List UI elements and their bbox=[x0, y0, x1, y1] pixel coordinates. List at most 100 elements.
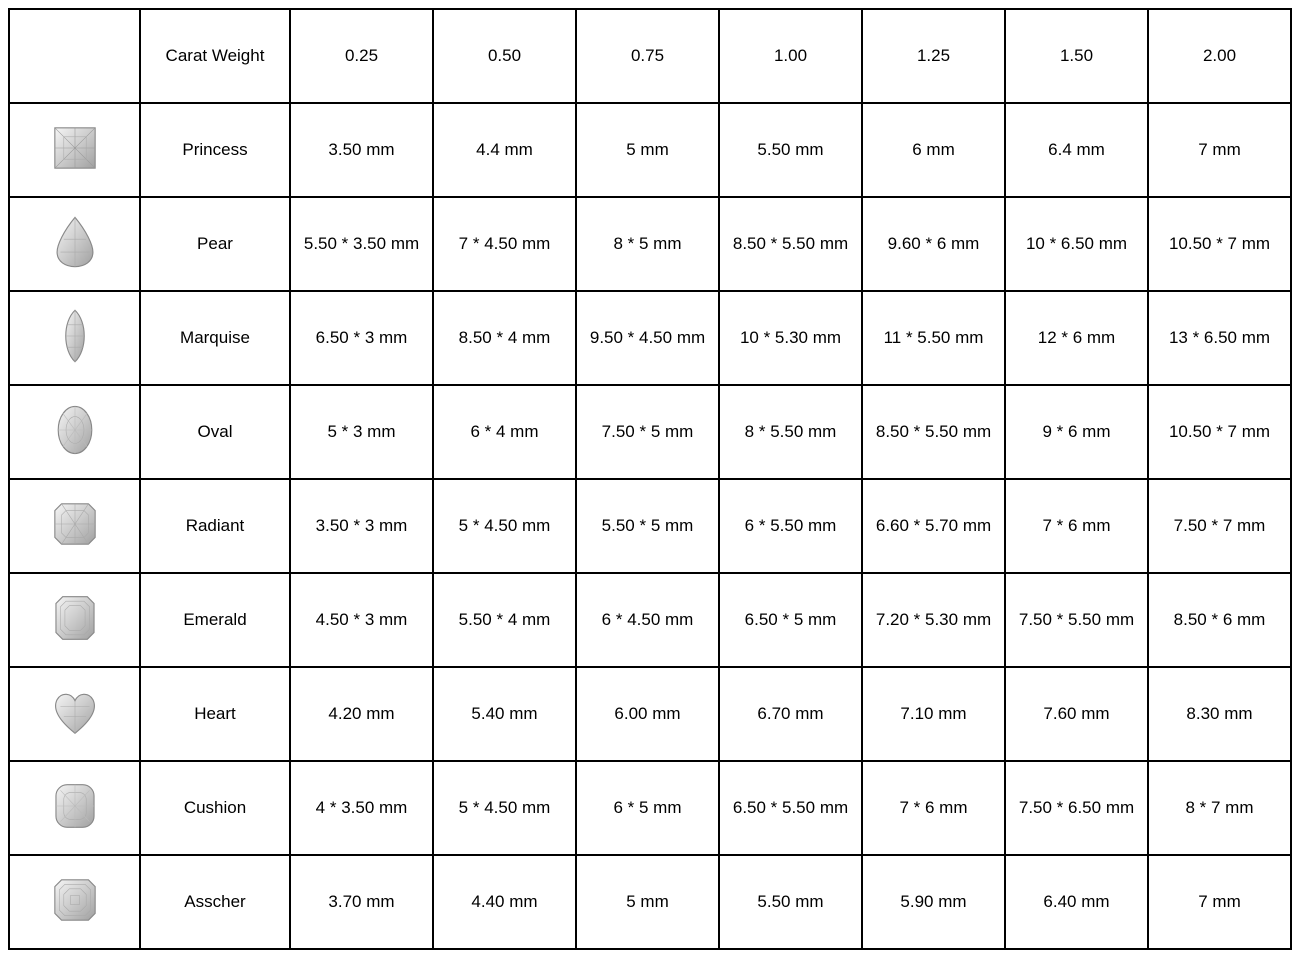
size-cell: 5 mm bbox=[576, 103, 719, 197]
shape-icon-cell bbox=[9, 103, 140, 197]
shape-name: Oval bbox=[140, 385, 290, 479]
shape-icon-cell bbox=[9, 667, 140, 761]
size-cell: 5.50 * 5 mm bbox=[576, 479, 719, 573]
size-cell: 8.50 * 5.50 mm bbox=[719, 197, 862, 291]
oval-icon bbox=[47, 402, 103, 458]
shape-name: Emerald bbox=[140, 573, 290, 667]
header-carat-6: 2.00 bbox=[1148, 9, 1291, 103]
size-cell: 7 * 6 mm bbox=[1005, 479, 1148, 573]
size-cell: 5 * 4.50 mm bbox=[433, 479, 576, 573]
size-cell: 7 mm bbox=[1148, 103, 1291, 197]
marquise-icon bbox=[47, 308, 103, 364]
size-cell: 9.50 * 4.50 mm bbox=[576, 291, 719, 385]
size-cell: 5.50 * 4 mm bbox=[433, 573, 576, 667]
header-carat-2: 0.75 bbox=[576, 9, 719, 103]
size-cell: 6.00 mm bbox=[576, 667, 719, 761]
size-cell: 6.60 * 5.70 mm bbox=[862, 479, 1005, 573]
size-cell: 10 * 5.30 mm bbox=[719, 291, 862, 385]
size-cell: 9.60 * 6 mm bbox=[862, 197, 1005, 291]
heart-icon bbox=[47, 684, 103, 740]
table-body: Princess3.50 mm4.4 mm5 mm5.50 mm6 mm6.4 … bbox=[9, 103, 1291, 949]
table-row: Pear5.50 * 3.50 mm7 * 4.50 mm8 * 5 mm8.5… bbox=[9, 197, 1291, 291]
table-row: Cushion4 * 3.50 mm5 * 4.50 mm6 * 5 mm6.5… bbox=[9, 761, 1291, 855]
header-carat-label: Carat Weight bbox=[140, 9, 290, 103]
size-cell: 7.50 * 5 mm bbox=[576, 385, 719, 479]
size-cell: 3.50 mm bbox=[290, 103, 433, 197]
size-cell: 8 * 7 mm bbox=[1148, 761, 1291, 855]
radiant-icon bbox=[47, 496, 103, 552]
size-cell: 6.4 mm bbox=[1005, 103, 1148, 197]
size-cell: 8 * 5.50 mm bbox=[719, 385, 862, 479]
size-cell: 13 * 6.50 mm bbox=[1148, 291, 1291, 385]
size-cell: 10.50 * 7 mm bbox=[1148, 385, 1291, 479]
shape-icon-cell bbox=[9, 197, 140, 291]
princess-icon bbox=[47, 120, 103, 176]
table-row: Heart4.20 mm5.40 mm6.00 mm6.70 mm7.10 mm… bbox=[9, 667, 1291, 761]
header-carat-4: 1.25 bbox=[862, 9, 1005, 103]
size-cell: 7.50 * 5.50 mm bbox=[1005, 573, 1148, 667]
size-cell: 8.50 * 6 mm bbox=[1148, 573, 1291, 667]
size-cell: 8 * 5 mm bbox=[576, 197, 719, 291]
size-cell: 6.50 * 5.50 mm bbox=[719, 761, 862, 855]
size-cell: 6.70 mm bbox=[719, 667, 862, 761]
shape-icon-cell bbox=[9, 479, 140, 573]
size-cell: 4.4 mm bbox=[433, 103, 576, 197]
size-cell: 4.40 mm bbox=[433, 855, 576, 949]
size-cell: 3.50 * 3 mm bbox=[290, 479, 433, 573]
size-cell: 7.60 mm bbox=[1005, 667, 1148, 761]
size-cell: 8.50 * 5.50 mm bbox=[862, 385, 1005, 479]
size-cell: 4.20 mm bbox=[290, 667, 433, 761]
size-cell: 5.50 * 3.50 mm bbox=[290, 197, 433, 291]
header-carat-1: 0.50 bbox=[433, 9, 576, 103]
table-row: Radiant3.50 * 3 mm5 * 4.50 mm5.50 * 5 mm… bbox=[9, 479, 1291, 573]
size-cell: 10 * 6.50 mm bbox=[1005, 197, 1148, 291]
size-cell: 5.40 mm bbox=[433, 667, 576, 761]
asscher-icon bbox=[47, 872, 103, 928]
table-row: Oval5 * 3 mm6 * 4 mm7.50 * 5 mm8 * 5.50 … bbox=[9, 385, 1291, 479]
size-cell: 7.10 mm bbox=[862, 667, 1005, 761]
size-cell: 5.50 mm bbox=[719, 855, 862, 949]
shape-name: Pear bbox=[140, 197, 290, 291]
size-cell: 8.30 mm bbox=[1148, 667, 1291, 761]
size-cell: 10.50 * 7 mm bbox=[1148, 197, 1291, 291]
pear-icon bbox=[47, 214, 103, 270]
size-cell: 6 * 5.50 mm bbox=[719, 479, 862, 573]
shape-name: Marquise bbox=[140, 291, 290, 385]
shape-icon-cell bbox=[9, 855, 140, 949]
diamond-size-chart: Carat Weight 0.25 0.50 0.75 1.00 1.25 1.… bbox=[8, 8, 1292, 950]
cushion-icon bbox=[47, 778, 103, 834]
size-cell: 5 * 4.50 mm bbox=[433, 761, 576, 855]
size-cell: 7 * 6 mm bbox=[862, 761, 1005, 855]
size-cell: 6.50 * 3 mm bbox=[290, 291, 433, 385]
table-row: Princess3.50 mm4.4 mm5 mm5.50 mm6 mm6.4 … bbox=[9, 103, 1291, 197]
size-cell: 5.50 mm bbox=[719, 103, 862, 197]
header-carat-5: 1.50 bbox=[1005, 9, 1148, 103]
size-cell: 6 mm bbox=[862, 103, 1005, 197]
size-cell: 4 * 3.50 mm bbox=[290, 761, 433, 855]
shape-name: Cushion bbox=[140, 761, 290, 855]
header-empty bbox=[9, 9, 140, 103]
header-row: Carat Weight 0.25 0.50 0.75 1.00 1.25 1.… bbox=[9, 9, 1291, 103]
header-carat-0: 0.25 bbox=[290, 9, 433, 103]
size-cell: 6.40 mm bbox=[1005, 855, 1148, 949]
shape-name: Radiant bbox=[140, 479, 290, 573]
table-row: Asscher3.70 mm4.40 mm5 mm5.50 mm5.90 mm6… bbox=[9, 855, 1291, 949]
size-cell: 5 * 3 mm bbox=[290, 385, 433, 479]
shape-name: Heart bbox=[140, 667, 290, 761]
size-cell: 6 * 4 mm bbox=[433, 385, 576, 479]
table-row: Marquise6.50 * 3 mm8.50 * 4 mm9.50 * 4.5… bbox=[9, 291, 1291, 385]
shape-icon-cell bbox=[9, 385, 140, 479]
shape-icon-cell bbox=[9, 573, 140, 667]
size-cell: 7.50 * 6.50 mm bbox=[1005, 761, 1148, 855]
size-cell: 5 mm bbox=[576, 855, 719, 949]
shape-icon-cell bbox=[9, 761, 140, 855]
table-header: Carat Weight 0.25 0.50 0.75 1.00 1.25 1.… bbox=[9, 9, 1291, 103]
size-cell: 11 * 5.50 mm bbox=[862, 291, 1005, 385]
size-cell: 6.50 * 5 mm bbox=[719, 573, 862, 667]
size-cell: 6 * 4.50 mm bbox=[576, 573, 719, 667]
size-cell: 8.50 * 4 mm bbox=[433, 291, 576, 385]
size-cell: 4.50 * 3 mm bbox=[290, 573, 433, 667]
size-cell: 7 * 4.50 mm bbox=[433, 197, 576, 291]
size-cell: 3.70 mm bbox=[290, 855, 433, 949]
shape-name: Asscher bbox=[140, 855, 290, 949]
